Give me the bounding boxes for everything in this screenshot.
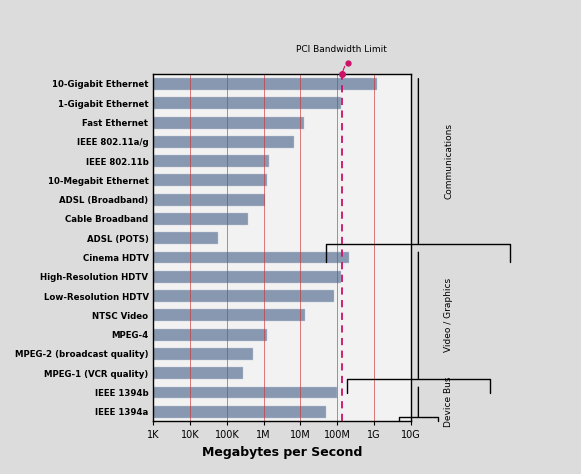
Bar (153, 78, 378, 90)
Bar (153, 97, 340, 109)
Bar (153, 406, 326, 418)
Bar (153, 232, 218, 244)
Bar (153, 117, 304, 128)
Bar (153, 348, 253, 360)
Bar (153, 328, 267, 341)
Bar (153, 155, 269, 167)
Bar (153, 174, 267, 186)
Text: PCI Bandwidth Limit: PCI Bandwidth Limit (296, 45, 386, 54)
Bar (153, 290, 333, 302)
Bar (153, 194, 265, 206)
Bar (153, 213, 248, 225)
X-axis label: Megabytes per Second: Megabytes per Second (202, 446, 362, 459)
Bar (153, 367, 243, 379)
Text: Communications: Communications (444, 123, 453, 199)
Bar (153, 386, 337, 399)
Bar (153, 271, 340, 283)
Bar (153, 252, 349, 264)
Bar (153, 310, 304, 321)
Bar (153, 136, 294, 148)
Text: Video / Graphics: Video / Graphics (444, 278, 453, 353)
Text: Device Bus: Device Bus (444, 377, 453, 428)
